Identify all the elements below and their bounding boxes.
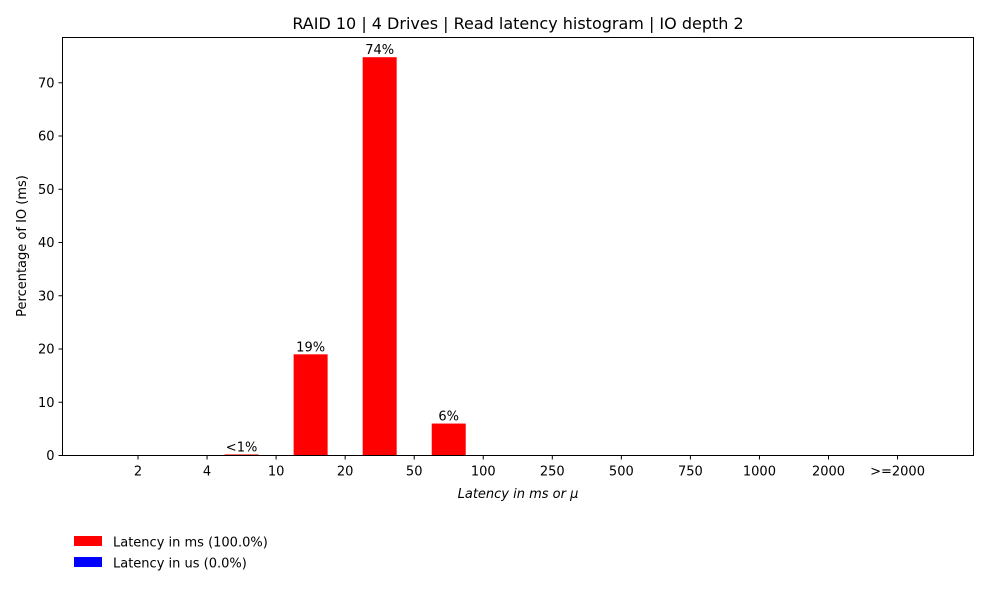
legend-swatch [74, 536, 102, 546]
legend-label: Latency in us (0.0%) [113, 557, 247, 572]
bar-3 [293, 354, 328, 456]
legend-swatch [74, 557, 102, 567]
chart-title: RAID 10 | 4 Drives | Read latency histog… [292, 14, 743, 33]
x-tick-label: 4 [203, 465, 211, 480]
y-tick-label: 20 [38, 343, 55, 358]
x-tick-label: 50 [406, 465, 423, 480]
bars-layer [224, 57, 466, 456]
bar-value-label: 6% [438, 410, 459, 425]
x-tick-label: 20 [337, 465, 354, 480]
x-tick-label: 500 [609, 465, 634, 480]
bar-labels-layer: <1% 19% 74% 6% [226, 43, 459, 455]
bar-2 [224, 454, 259, 456]
y-tick-label: 40 [38, 236, 55, 251]
x-tick-label: 2000 [812, 465, 845, 480]
x-axis-label: Latency in ms or μ [458, 487, 579, 502]
y-tick-label: 70 [38, 76, 55, 91]
x-tick-label: >=2000 [870, 465, 925, 480]
bar-5 [431, 423, 466, 456]
bar-4 [362, 57, 397, 456]
x-axis: 2 4 10 20 50 100 250 500 750 1000 2000 >=2000 [134, 455, 925, 480]
y-tick-label: 10 [38, 396, 55, 411]
y-tick-label: 30 [38, 289, 55, 304]
y-tick-label: 0 [46, 449, 54, 464]
bar-value-label: 74% [365, 43, 394, 58]
x-tick-label: 10 [268, 465, 285, 480]
bar-value-label: 19% [296, 340, 325, 355]
y-tick-label: 60 [38, 130, 55, 145]
x-tick-label: 100 [471, 465, 496, 480]
x-tick-label: 2 [134, 465, 142, 480]
y-axis: 0 10 20 30 40 50 60 70 [38, 76, 63, 464]
y-tick-label: 50 [38, 183, 55, 198]
x-tick-label: 250 [540, 465, 565, 480]
legend-label: Latency in ms (100.0%) [113, 536, 268, 551]
legend: Latency in ms (100.0%) Latency in us (0.0… [74, 536, 268, 572]
bar-value-label: <1% [226, 440, 258, 455]
x-tick-label: 750 [678, 465, 703, 480]
y-axis-label: Percentage of IO (ms) [15, 175, 30, 317]
plot-frame [62, 37, 974, 456]
x-tick-label: 1000 [743, 465, 776, 480]
